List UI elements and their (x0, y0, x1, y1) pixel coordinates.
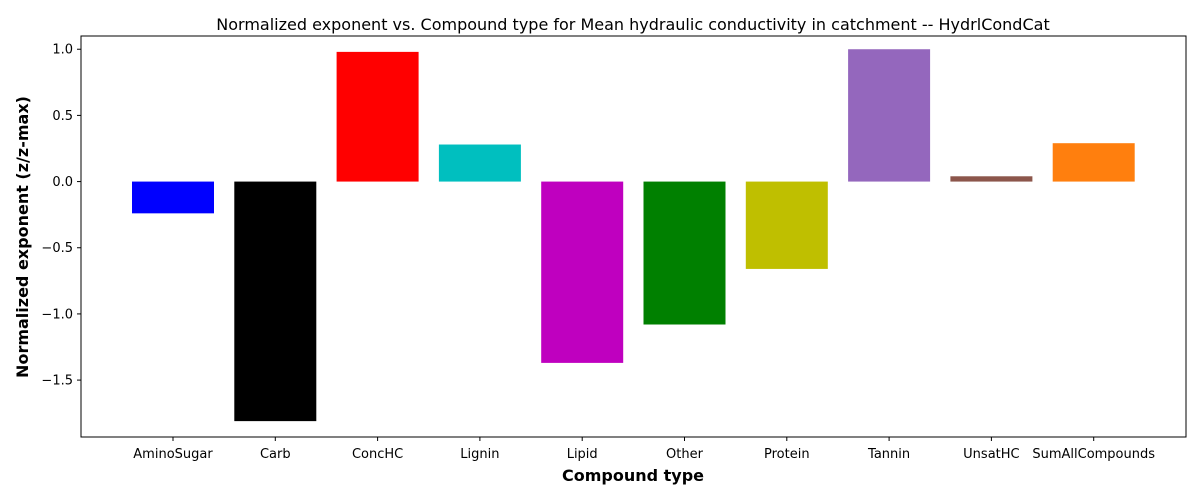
x-tick-label: AminoSugar (133, 447, 213, 462)
x-tick-label: Carb (260, 447, 291, 462)
y-tick-label: −0.5 (41, 241, 73, 256)
y-tick-label: −1.5 (41, 374, 73, 389)
bar-lipid (541, 181, 624, 363)
x-tick-label: Other (666, 447, 704, 462)
bar-carb (234, 181, 317, 422)
chart-title: Normalized exponent vs. Compound type fo… (216, 15, 1049, 34)
x-tick-label: Protein (764, 447, 810, 462)
x-tick-label: ConcHC (352, 447, 403, 462)
bar-sumallcompounds (1052, 143, 1135, 182)
y-tick-label: 0.0 (52, 175, 73, 190)
bar-unsathc (950, 176, 1033, 182)
x-tick-label: Tannin (867, 447, 910, 462)
bar-tannin (848, 49, 931, 182)
y-tick-label: −1.0 (41, 307, 73, 322)
plot-area: AminoSugar Carb ConcHC Lignin Lipid Other Prot… (41, 43, 1155, 462)
x-tick-label: Lipid (567, 447, 598, 462)
bar-protein (745, 181, 828, 269)
bar-aminosugar (132, 181, 214, 214)
bar-lignin (438, 144, 521, 182)
x-axis-label: Compound type (562, 466, 704, 485)
y-tick-label: 0.5 (52, 109, 73, 124)
x-tick-label: SumAllCompounds (1032, 447, 1155, 462)
bar-other (643, 181, 726, 325)
y-axis-label: Normalized exponent (z/z-max) (13, 96, 32, 378)
y-tick-label: 1.0 (52, 43, 73, 58)
axes-frame (80, 35, 1187, 438)
bar-conchc (336, 51, 419, 182)
x-tick-label: UnsatHC (963, 447, 1019, 462)
x-tick-label: Lignin (460, 447, 499, 462)
